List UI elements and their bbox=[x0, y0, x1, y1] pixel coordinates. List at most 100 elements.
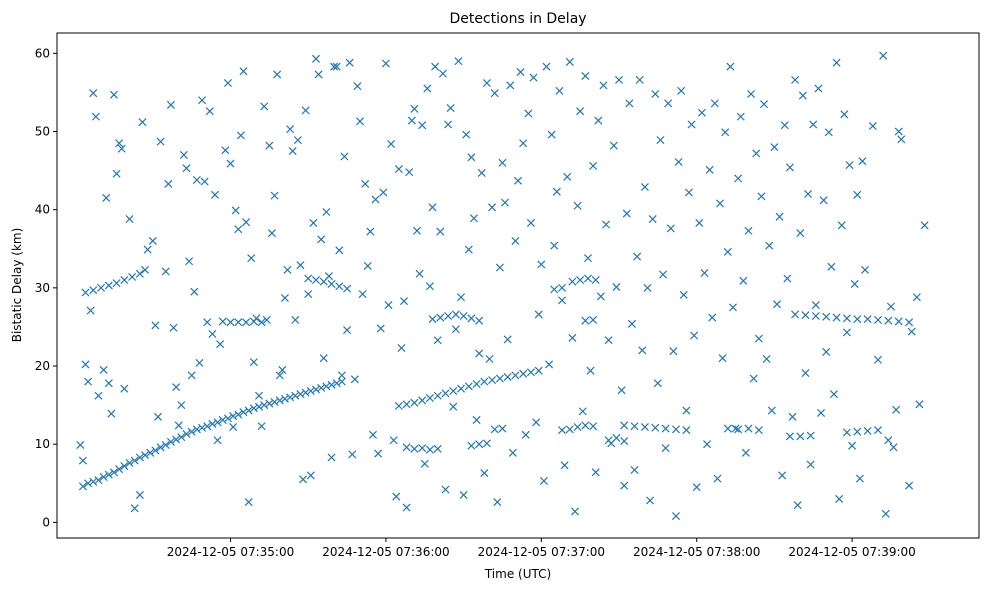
data-point bbox=[666, 224, 675, 233]
data-point bbox=[612, 283, 621, 292]
data-point bbox=[558, 283, 567, 292]
data-point bbox=[438, 69, 447, 78]
data-point bbox=[703, 440, 712, 449]
data-point bbox=[402, 503, 411, 512]
data-point bbox=[565, 57, 574, 66]
data-point bbox=[112, 279, 121, 288]
data-point bbox=[358, 290, 367, 299]
data-point bbox=[842, 428, 851, 437]
data-point bbox=[234, 318, 243, 327]
data-point bbox=[345, 58, 354, 67]
data-point bbox=[311, 385, 321, 394]
data-point bbox=[599, 81, 608, 90]
data-point bbox=[332, 379, 341, 388]
data-point bbox=[464, 245, 473, 254]
data-point bbox=[275, 371, 284, 380]
data-point bbox=[314, 70, 323, 79]
data-point bbox=[501, 198, 510, 207]
data-point bbox=[436, 313, 445, 322]
data-point bbox=[700, 268, 709, 278]
data-point bbox=[671, 425, 681, 434]
data-point bbox=[340, 152, 349, 161]
data-point bbox=[627, 319, 636, 328]
data-point bbox=[889, 443, 898, 452]
data-point bbox=[648, 215, 657, 224]
data-point bbox=[265, 399, 274, 408]
data-point bbox=[343, 284, 352, 293]
data-point bbox=[109, 90, 119, 99]
data-point bbox=[609, 141, 618, 150]
data-point bbox=[705, 165, 714, 174]
data-point bbox=[166, 100, 175, 109]
data-point bbox=[286, 393, 295, 402]
data-point bbox=[793, 501, 802, 510]
data-point bbox=[573, 201, 582, 210]
data-point bbox=[581, 421, 590, 430]
data-point bbox=[143, 245, 152, 254]
data-point bbox=[449, 402, 458, 411]
data-point bbox=[394, 164, 403, 174]
data-point bbox=[884, 316, 893, 325]
data-point bbox=[892, 405, 901, 414]
data-point bbox=[467, 153, 476, 162]
data-point bbox=[607, 439, 616, 448]
data-point bbox=[754, 426, 763, 435]
data-point bbox=[151, 321, 160, 330]
data-point bbox=[558, 426, 567, 435]
data-point bbox=[480, 469, 489, 478]
data-point bbox=[620, 437, 629, 446]
data-point bbox=[581, 71, 590, 81]
data-point bbox=[596, 292, 605, 301]
data-point bbox=[451, 325, 460, 334]
data-point bbox=[296, 390, 305, 399]
data-point bbox=[405, 168, 414, 177]
data-point bbox=[381, 59, 390, 68]
data-point bbox=[216, 340, 225, 349]
data-point bbox=[182, 164, 191, 173]
data-point bbox=[234, 225, 243, 234]
data-point bbox=[873, 426, 883, 435]
data-point bbox=[229, 412, 238, 421]
data-point bbox=[863, 315, 872, 324]
data-point bbox=[796, 229, 805, 238]
data-point bbox=[337, 371, 346, 380]
data-point bbox=[757, 192, 766, 201]
data-point bbox=[446, 104, 455, 113]
data-point bbox=[244, 406, 253, 415]
data-point bbox=[661, 444, 670, 453]
data-point bbox=[104, 379, 113, 388]
data-point bbox=[674, 157, 683, 167]
data-point bbox=[278, 365, 287, 374]
data-point bbox=[772, 300, 782, 309]
data-point bbox=[521, 430, 530, 439]
data-point bbox=[861, 265, 870, 274]
data-point bbox=[837, 221, 846, 230]
data-point bbox=[311, 276, 321, 285]
data-point bbox=[172, 383, 181, 392]
data-point bbox=[739, 276, 748, 285]
data-point bbox=[816, 408, 826, 417]
data-point bbox=[301, 106, 310, 115]
data-point bbox=[226, 318, 235, 327]
data-point bbox=[747, 89, 756, 98]
data-point bbox=[495, 263, 504, 272]
data-point bbox=[198, 96, 207, 105]
data-point bbox=[630, 465, 639, 475]
data-point bbox=[187, 371, 196, 380]
data-point bbox=[306, 387, 315, 396]
data-point bbox=[306, 471, 315, 480]
data-point bbox=[884, 436, 893, 445]
x-tick-label: 2024-12-05 07:36:00 bbox=[322, 545, 449, 559]
data-point bbox=[348, 450, 357, 459]
data-point bbox=[462, 130, 471, 139]
data-point bbox=[842, 314, 851, 323]
data-point bbox=[604, 336, 613, 345]
data-point bbox=[304, 274, 313, 283]
data-point bbox=[651, 423, 660, 432]
data-point bbox=[141, 451, 150, 460]
data-point bbox=[477, 168, 486, 177]
data-point bbox=[721, 128, 730, 137]
data-point bbox=[304, 290, 313, 299]
data-point bbox=[451, 310, 460, 319]
